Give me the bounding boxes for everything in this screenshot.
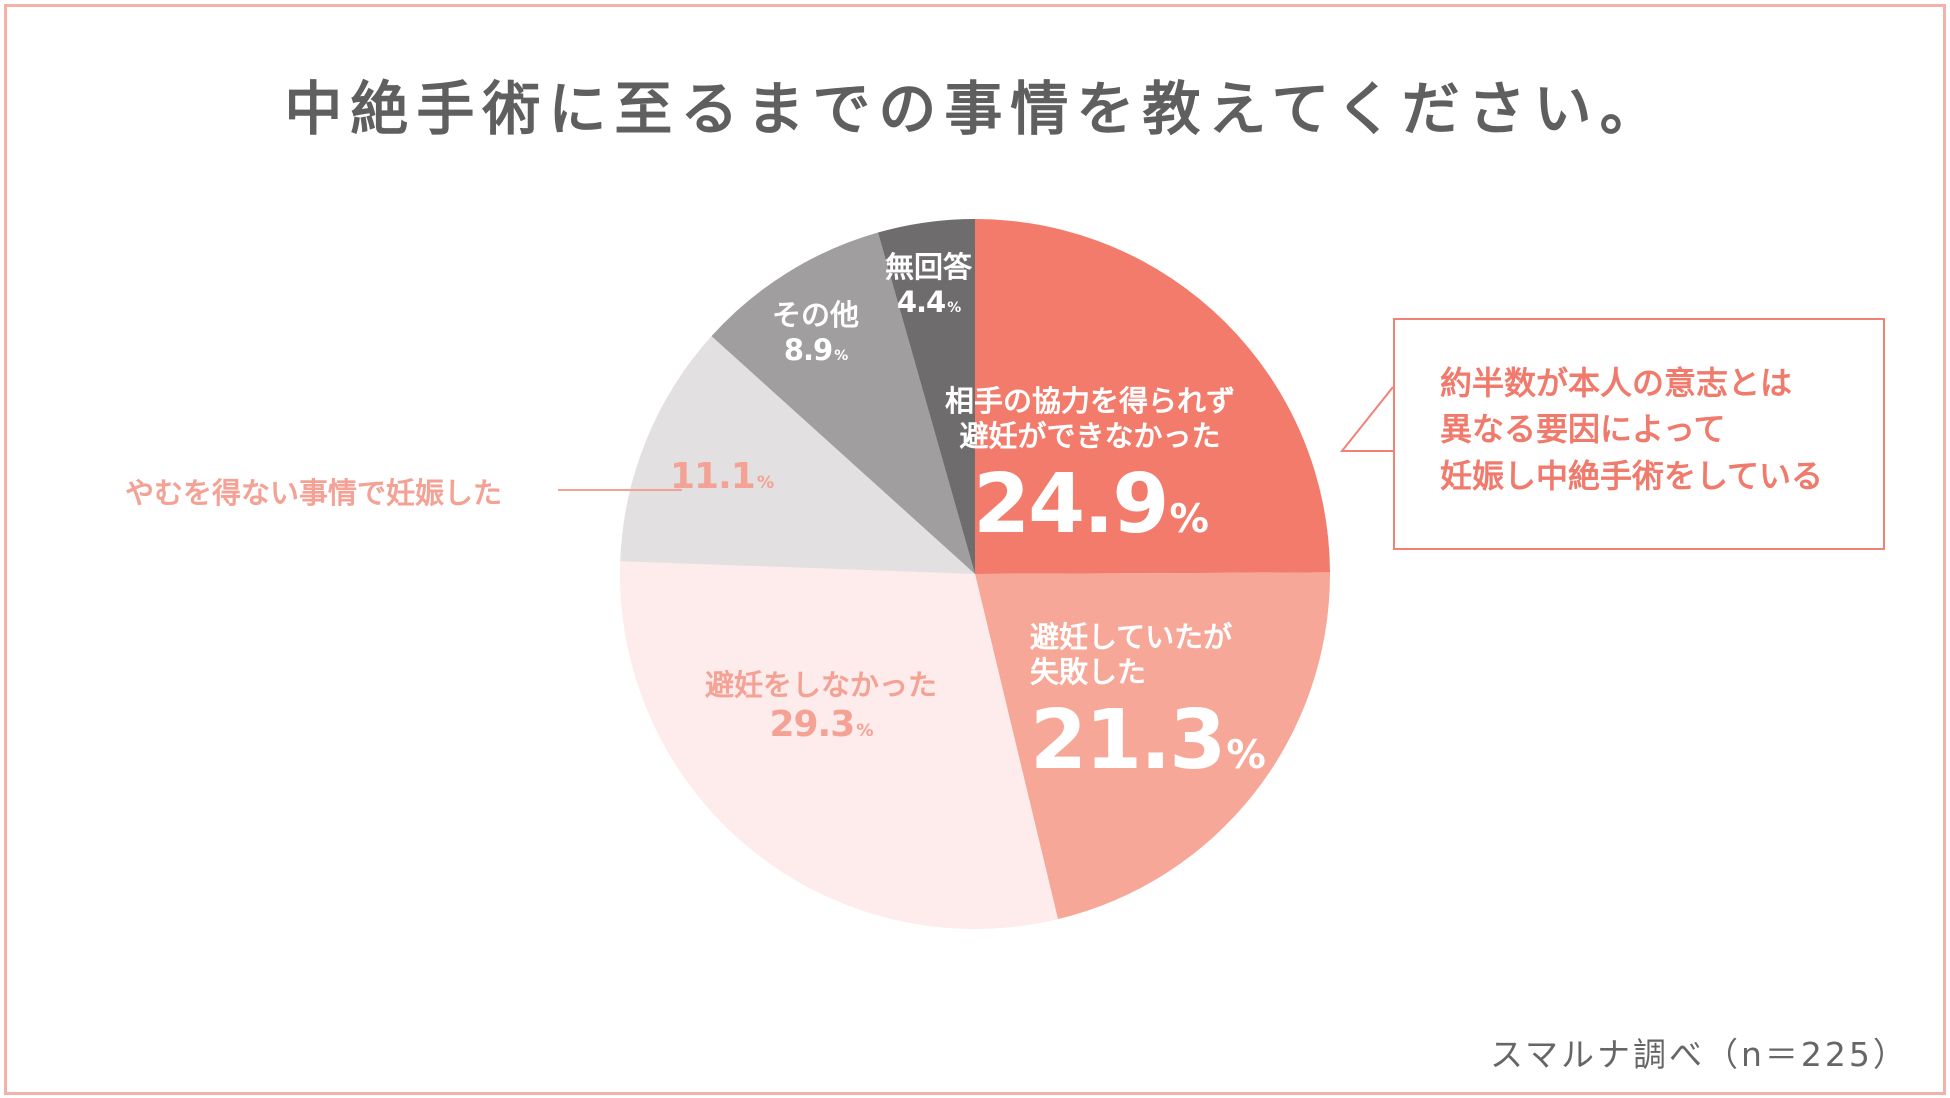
callout-box: 約半数が本人の意志とは 異なる要因によって 妊娠し中絶手術をしている (1393, 318, 1885, 550)
slice-value-4: 8.9% (783, 333, 848, 368)
pie-slice-0 (975, 219, 1330, 574)
chart-title: 中絶手術に至るまでの事情を教えてください。 (284, 75, 1666, 143)
pie-slice-3 (620, 336, 975, 574)
source-note: スマルナ調べ（n＝225） (1490, 1035, 1909, 1074)
callout-pointer (1339, 386, 1394, 452)
pie-slice-2 (619, 561, 1058, 929)
slice-label-3: 11.1% (670, 455, 774, 499)
slice-label-0: 相手の協力を得られず 避妊ができなかった 24.9% (945, 384, 1235, 555)
slice-value-0: 24.9% (973, 456, 1209, 552)
slice-value-2: 29.3% (769, 704, 873, 746)
callout-line-1: 約半数が本人の意志とは (1440, 364, 1793, 402)
slice-value-1: 21.3% (1030, 692, 1266, 788)
slice-value-5: 4.4% (896, 285, 961, 320)
slice-label-1: 避妊していたが 失敗した 21.3% (1030, 620, 1266, 791)
pie-slices (619, 219, 1331, 929)
slice-name-1-line-2: 失敗した (1030, 655, 1147, 690)
leader-label: やむを得ない事情で妊娠した (125, 476, 503, 510)
slice-label-5: 無回答 4.4% (885, 250, 972, 321)
slice-name-4-line-1: その他 (772, 298, 860, 332)
pie-slice-5 (878, 219, 975, 574)
slice-name-2-line-1: 避妊をしなかった (705, 668, 938, 702)
callout-line-2: 異なる要因によって (1440, 410, 1726, 449)
slice-label-2: 避妊をしなかった 29.3% (705, 668, 937, 747)
slice-name-0-line-2: 避妊ができなかった (959, 419, 1221, 454)
slice-name-5-line-1: 無回答 (885, 250, 973, 284)
slice-name-0-line-1: 相手の協力を得られず (945, 384, 1236, 418)
slice-value-3: 11.1% (670, 456, 774, 497)
pie-slice-1 (975, 572, 1331, 920)
callout-line-3: 妊娠し中絶手術をしている (1440, 456, 1824, 495)
pie-slice-4 (711, 232, 975, 574)
slice-label-4: その他 8.9% (772, 298, 859, 369)
slice-name-1-line-1: 避妊していたが (1030, 620, 1233, 654)
